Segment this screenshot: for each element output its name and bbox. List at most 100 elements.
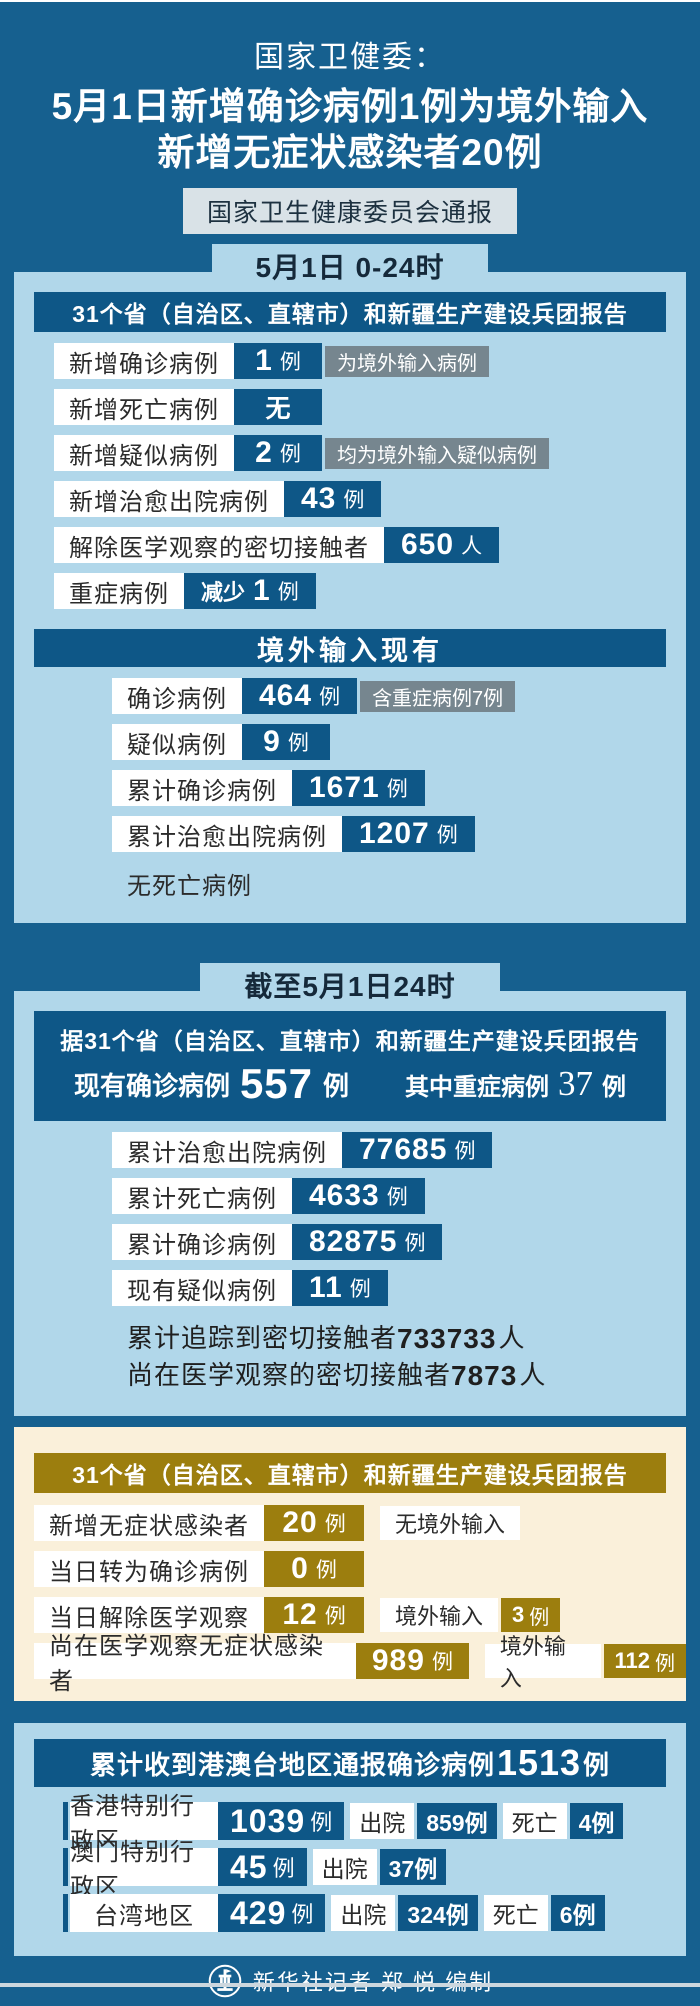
tab-cumulative: 截至5月1日24时 xyxy=(200,963,500,1007)
current-confirmed-unit: 例 xyxy=(323,1070,350,1101)
page-title: 5月1日新增确诊病例1例为境外输入 新增无症状感染者20例 xyxy=(0,84,700,176)
row-value: 989 xyxy=(371,1644,425,1677)
footer: 新华社记者 郑 悦 编制 xyxy=(0,1956,700,2006)
hmt-header-text: 累计收到港澳台地区通报确诊病例 xyxy=(89,1749,495,1780)
panel-asymptomatic: 31个省（自治区、直辖市）和新疆生产建设兵团报告 新增无症状感染者 20 例 无境… xyxy=(14,1427,686,1701)
region-label: 香港特别行政区 xyxy=(70,1793,218,1855)
region-row: 香港特别行政区 1039 例 出院 859例 死亡 4例 xyxy=(63,1793,686,1855)
source-badge: 国家卫生健康委员会通报 xyxy=(182,188,517,234)
row-value: 无 xyxy=(265,395,291,423)
stat-row: 尚在医学观察无症状感染者 989 例 境外输入 112 例 xyxy=(34,1633,686,1695)
region-row: 台湾地区 429 例 出院 324例 死亡 6例 xyxy=(63,1894,686,1932)
cumulative-header-bar: 据31个省（自治区、直辖市）和新疆生产建设兵团报告 现有确诊病例 557 例 其… xyxy=(34,1011,666,1121)
note-value: 3 xyxy=(512,1602,525,1627)
stat-row: 确诊病例 464 例 含重症病例7例 xyxy=(112,678,686,714)
panel-hmt: 累计收到港澳台地区通报确诊病例 1513 例 香港特别行政区 1039 例 出院 85… xyxy=(14,1723,686,1956)
title-line-1: 5月1日新增确诊病例1例为境外输入 xyxy=(51,86,649,127)
region-value-box: 45 例 xyxy=(218,1848,307,1886)
row-value-box: 减少 1 例 xyxy=(184,573,316,609)
row-label: 尚在医学观察无症状感染者 xyxy=(34,1633,356,1695)
row-value-box: 20 例 xyxy=(264,1505,364,1541)
row-value: 4633 xyxy=(309,1179,380,1212)
footnote-unit: 人 xyxy=(519,1360,547,1390)
region-label: 澳门特别行政区 xyxy=(70,1839,218,1901)
death-label: 死亡 xyxy=(502,1803,567,1839)
row-value: 1671 xyxy=(309,771,380,804)
row-unit: 例 xyxy=(343,489,365,512)
region-unit: 例 xyxy=(291,1902,314,1927)
row-value: 20 xyxy=(282,1506,318,1539)
note-unit: 例 xyxy=(529,1606,550,1629)
row-note: 均为境外输入疑似病例 xyxy=(325,437,549,469)
row-value: 11 xyxy=(309,1271,343,1304)
row-value-box: 989 例 xyxy=(355,1643,469,1679)
row-unit: 例 xyxy=(279,443,301,466)
row-value: 650 xyxy=(401,528,455,561)
region-unit: 例 xyxy=(272,1856,295,1881)
stat-row: 重症病例 减少 1 例 xyxy=(54,573,686,609)
discharged-value: 37例 xyxy=(379,1849,447,1885)
row-accent-bar xyxy=(63,1848,68,1886)
credit-text: 新华社记者 郑 悦 编制 xyxy=(253,1965,493,1997)
hmt-header-value: 1513 xyxy=(496,1742,582,1783)
row-value: 0 xyxy=(291,1552,309,1585)
current-confirmed-value: 557 xyxy=(239,1060,314,1107)
footnote-line: 尚在医学观察的密切接触者 7873 人 xyxy=(127,1357,686,1394)
row-value-box: 无 xyxy=(234,389,322,425)
row-value-box: 43 例 xyxy=(284,481,382,517)
row-value-box: 11 例 xyxy=(292,1270,388,1306)
row-unit: 例 xyxy=(454,1140,476,1163)
row-unit: 例 xyxy=(436,824,458,847)
discharged-value: 859例 xyxy=(417,1803,497,1839)
kicker: 国家卫健委： xyxy=(254,41,446,74)
region-value-box: 1039 例 xyxy=(218,1802,345,1840)
row-note: 境外输入 xyxy=(380,1598,499,1632)
hmt-header-bar: 累计收到港澳台地区通报确诊病例 1513 例 xyxy=(34,1739,666,1787)
stat-row: 新增无症状感染者 20 例 无境外输入 xyxy=(34,1505,686,1541)
row-value: 12 xyxy=(282,1598,318,1631)
stat-row: 累计治愈出院病例 77685 例 xyxy=(112,1132,686,1168)
death-value: 6例 xyxy=(550,1895,605,1931)
stat-row: 累计确诊病例 1671 例 xyxy=(112,770,686,806)
row-label: 确诊病例 xyxy=(112,678,242,714)
row-value-box: 464 例 xyxy=(242,678,358,714)
row-value-box: 12 例 xyxy=(264,1597,364,1633)
row-value: 2 xyxy=(255,436,273,469)
region-label: 台湾地区 xyxy=(70,1894,218,1932)
cumulative-header-line2: 现有确诊病例 557 例 其中重症病例 37 例 xyxy=(34,1060,666,1108)
row-note: 含重症病例7例 xyxy=(360,680,516,712)
row-label: 当日解除医学观察 xyxy=(34,1597,264,1633)
row-value: 464 xyxy=(259,679,313,712)
region-value: 45 xyxy=(230,1848,268,1885)
note-value: 112 xyxy=(614,1648,651,1673)
row-accent-bar xyxy=(63,1894,68,1932)
row-label: 累计治愈出院病例 xyxy=(112,816,342,852)
row-value: 1 xyxy=(255,344,273,377)
daily-header-bar: 31个省（自治区、直辖市）和新疆生产建设兵团报告 xyxy=(34,292,666,332)
row-label: 新增疑似病例 xyxy=(54,435,234,471)
row-label: 累计死亡病例 xyxy=(112,1178,292,1214)
row-unit: 例 xyxy=(386,1186,408,1209)
severe-unit: 例 xyxy=(602,1073,627,1101)
row-value: 77685 xyxy=(359,1133,448,1166)
asymptomatic-header-bar: 31个省（自治区、直辖市）和新疆生产建设兵团报告 xyxy=(34,1453,666,1493)
top-edge xyxy=(0,0,700,2)
row-unit: 例 xyxy=(279,351,301,374)
stat-row: 累计死亡病例 4633 例 xyxy=(112,1178,686,1214)
row-label: 当日转为确诊病例 xyxy=(34,1551,264,1587)
region-value: 429 xyxy=(230,1894,287,1931)
footnote-text: 累计追踪到密切接触者 xyxy=(127,1323,398,1353)
row-value: 43 xyxy=(301,482,337,515)
row-unit: 例 xyxy=(324,1605,346,1628)
row-unit: 例 xyxy=(315,1559,337,1582)
row-value-box: 1207 例 xyxy=(342,816,475,852)
bottom-edge xyxy=(0,1983,700,1987)
row-accent-bar xyxy=(63,1802,68,1840)
